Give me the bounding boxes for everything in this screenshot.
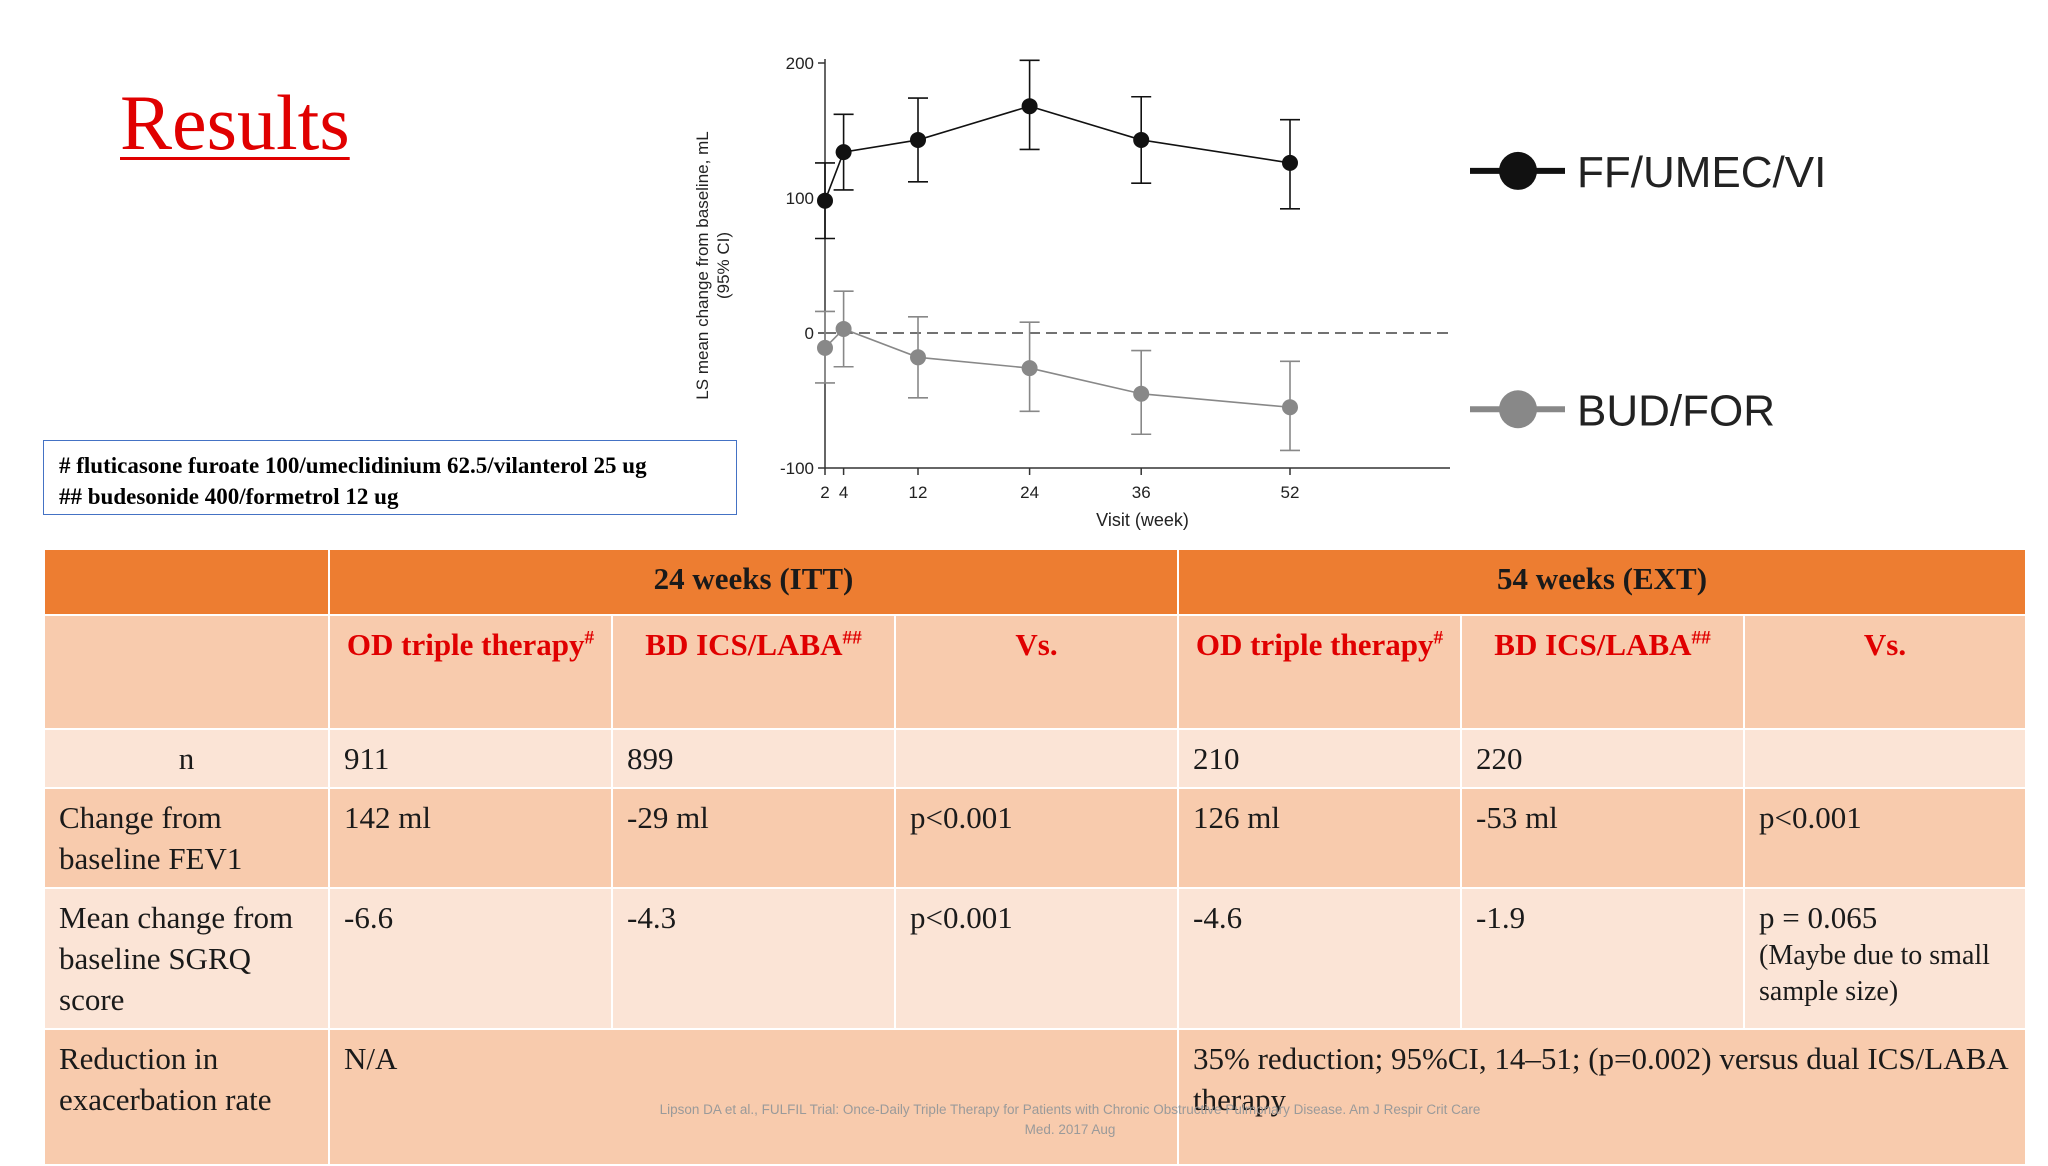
table-subheader-row: OD triple therapy# BD ICS/LABA## Vs. OD … bbox=[43, 614, 2028, 730]
legend-label: FF/UMEC/VI bbox=[1577, 148, 1826, 197]
cell-itt-exacerbation: N/A bbox=[328, 1028, 1179, 1166]
series-line bbox=[824, 328, 1291, 409]
cell-ext-vs: p<0.001 bbox=[1742, 787, 2028, 889]
header-54-weeks: 54 weeks (EXT) bbox=[1176, 548, 2028, 616]
row-label: Reduction in exacerbation rate bbox=[43, 1028, 330, 1166]
x-tick-label: 36 bbox=[1132, 483, 1151, 502]
cell-ext-vs: p = 0.065 (Maybe due to small sample siz… bbox=[1742, 887, 2028, 1030]
legend-item-1: BUD/FOR bbox=[1470, 386, 1775, 435]
data-point bbox=[1133, 385, 1150, 402]
ext-vs-value: p = 0.065 bbox=[1759, 900, 1878, 935]
cell-ext-triple: 126 ml bbox=[1177, 787, 1462, 889]
row-label: Change from baseline FEV1 bbox=[43, 787, 330, 889]
x-tick-label: 2 bbox=[820, 483, 829, 502]
ext-vs-note: (Maybe due to small sample size) bbox=[1759, 940, 1990, 1007]
data-point bbox=[1021, 98, 1038, 115]
data-point bbox=[1282, 399, 1298, 416]
data-point bbox=[1133, 131, 1150, 148]
slide-title: Results bbox=[120, 79, 350, 166]
cell-itt-triple: 911 bbox=[328, 728, 613, 789]
data-point bbox=[835, 144, 852, 161]
citation: Lipson DA et al., FULFIL Trial: Once-Dai… bbox=[659, 1102, 1481, 1137]
fev1-line-chart: -100 0 100 200 2 4 12 24 36 52 Visit (week) LS mean… bbox=[693, 54, 1826, 530]
y-tick-label: 100 bbox=[786, 189, 814, 208]
col-bd-ics-laba-ext: BD ICS/LABA## bbox=[1460, 614, 1745, 730]
y-axis-label: LS mean change from baseline, mL bbox=[693, 131, 712, 399]
data-point bbox=[1021, 360, 1038, 377]
cell-itt-vs bbox=[894, 728, 1179, 789]
cell-itt-dual: -29 ml bbox=[611, 787, 896, 889]
y-axis-sublabel: (95% CI) bbox=[714, 232, 733, 299]
footnote-dual: ## budesonide 400/formetrol 12 ug bbox=[59, 484, 399, 509]
y-tick-label: 0 bbox=[805, 324, 814, 343]
x-tick-label: 12 bbox=[909, 483, 928, 502]
y-tick-label: 200 bbox=[786, 54, 814, 73]
footnote-box: # fluticasone furoate 100/umeclidinium 6… bbox=[43, 440, 737, 515]
data-point bbox=[1282, 154, 1298, 171]
data-point bbox=[817, 339, 833, 356]
chart-series bbox=[815, 59, 1300, 452]
data-point bbox=[910, 349, 926, 366]
chart-axes: -100 0 100 200 2 4 12 24 36 52 Visit (week) LS mean… bbox=[693, 54, 1450, 530]
header-24-weeks: 24 weeks (ITT) bbox=[328, 548, 1179, 616]
x-tick-label: 4 bbox=[839, 483, 848, 502]
col-od-triple-itt: OD triple therapy# bbox=[328, 614, 613, 730]
chart-legend: FF/UMEC/VI BUD/FOR bbox=[1470, 148, 1826, 435]
cell-ext-dual: -1.9 bbox=[1460, 887, 1745, 1030]
row-label: n bbox=[43, 728, 330, 789]
data-point bbox=[910, 131, 926, 148]
cell-itt-dual: 899 bbox=[611, 728, 896, 789]
x-tick-label: 52 bbox=[1281, 483, 1300, 502]
col-bd-ics-laba-itt: BD ICS/LABA## bbox=[611, 614, 896, 730]
cell-ext-exacerbation: 35% reduction; 95%CI, 14–51; (p=0.002) v… bbox=[1176, 1028, 2028, 1166]
col-od-triple-ext: OD triple therapy# bbox=[1177, 614, 1462, 730]
cell-ext-vs bbox=[1742, 728, 2028, 789]
series-1 bbox=[815, 290, 1300, 452]
table-row-sgrq: Mean change from baseline SGRQ score -6.… bbox=[43, 887, 2028, 1030]
cell-ext-triple: 210 bbox=[1177, 728, 1462, 789]
results-table: 24 weeks (ITT) 54 weeks (EXT) OD triple … bbox=[43, 548, 2028, 1166]
cell-itt-vs: p<0.001 bbox=[894, 887, 1179, 1030]
table-row-n: n 911 899 210 220 bbox=[43, 728, 2028, 789]
row-label: Mean change from baseline SGRQ score bbox=[43, 887, 330, 1030]
table-header-row: 24 weeks (ITT) 54 weeks (EXT) bbox=[43, 548, 2028, 616]
legend-marker bbox=[1499, 151, 1537, 190]
table-row-fev1: Change from baseline FEV1 142 ml -29 ml … bbox=[43, 787, 2028, 889]
data-point bbox=[817, 192, 833, 209]
col-vs-ext: Vs. bbox=[1742, 614, 2028, 730]
footnote-triple: # fluticasone furoate 100/umeclidinium 6… bbox=[59, 453, 647, 478]
legend-label: BUD/FOR bbox=[1577, 386, 1775, 435]
subheader-empty bbox=[43, 614, 330, 730]
data-point bbox=[835, 320, 852, 337]
series-line bbox=[824, 105, 1291, 201]
col-vs-itt: Vs. bbox=[894, 614, 1179, 730]
header-empty bbox=[43, 548, 330, 616]
series-0 bbox=[815, 59, 1300, 240]
cell-ext-triple: -4.6 bbox=[1177, 887, 1462, 1030]
legend-marker bbox=[1499, 390, 1537, 429]
cell-itt-triple: 142 ml bbox=[328, 787, 613, 889]
table-row-exacerbation: Reduction in exacerbation rate N/A 35% r… bbox=[43, 1028, 2028, 1166]
y-tick-label: -100 bbox=[780, 459, 814, 478]
legend-item-0: FF/UMEC/VI bbox=[1470, 148, 1826, 197]
x-tick-label: 24 bbox=[1020, 483, 1039, 502]
cell-itt-dual: -4.3 bbox=[611, 887, 896, 1030]
cell-ext-dual: -53 ml bbox=[1460, 787, 1745, 889]
cell-itt-triple: -6.6 bbox=[328, 887, 613, 1030]
x-axis-label: Visit (week) bbox=[1096, 510, 1189, 530]
cell-itt-vs: p<0.001 bbox=[894, 787, 1179, 889]
cell-ext-dual: 220 bbox=[1460, 728, 1745, 789]
